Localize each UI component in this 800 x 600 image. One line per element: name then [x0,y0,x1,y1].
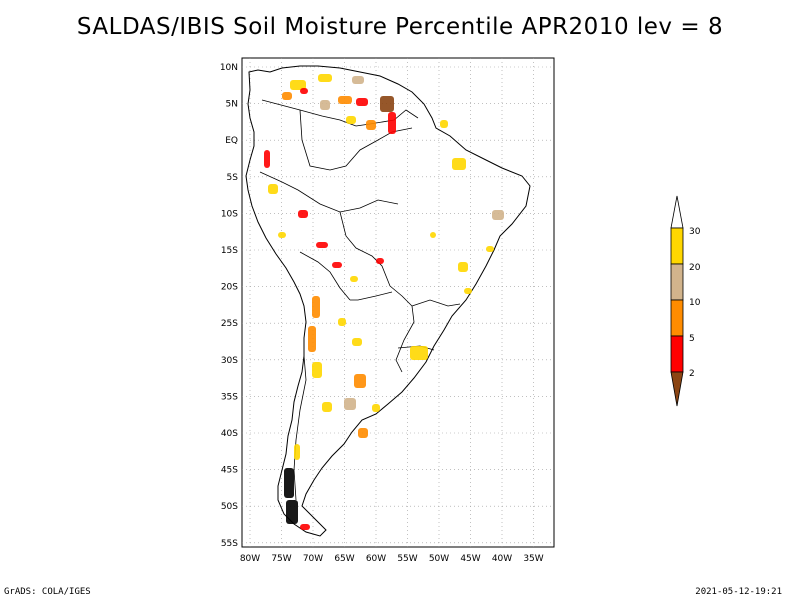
lat-tick-label: EQ [225,136,238,146]
lon-tick-label: 65W [334,554,354,564]
color-bar-segment-5-10 [670,299,684,337]
color-bar-segment-10-20 [670,263,684,301]
soil-moisture-patch [354,374,366,388]
lat-tick-label: 10S [221,209,238,219]
soil-moisture-patch [410,346,428,360]
soil-moisture-patch [358,428,368,438]
soil-moisture-patch [282,92,292,100]
lat-tick-label: 15S [221,246,238,256]
soil-moisture-patch [372,404,380,412]
soil-moisture-patch [352,76,364,84]
latitude-ticks: 10N 5N EQ 5S 10S 15S 20S 25S 30S 35S 40S 45S 50S 55S [220,63,238,549]
lat-tick-label: 55S [221,539,238,549]
legend-label-10: 10 [689,298,701,308]
soil-moisture-patch [350,276,358,282]
lon-tick-label: 55W [397,554,417,564]
legend-label-20: 20 [689,263,701,273]
soil-moisture-patch [458,262,468,272]
lat-tick-label: 40S [221,429,238,439]
lon-tick-label: 70W [303,554,323,564]
soil-moisture-field [264,74,504,530]
color-bar-top-arrow [670,195,684,229]
soil-moisture-patch [380,96,394,112]
legend-label-2: 2 [689,369,695,379]
soil-moisture-patch [268,184,278,194]
soil-moisture-patch [294,444,300,460]
soil-moisture-patch [278,232,286,238]
soil-moisture-patch [376,258,384,264]
lat-tick-label: 50S [221,502,238,512]
lon-tick-label: 40W [492,554,512,564]
soil-moisture-patch [366,120,376,130]
soil-moisture-patch [440,120,448,128]
plot-frame [241,57,555,548]
soil-moisture-patch [300,88,308,94]
lat-tick-label: 25S [221,319,238,329]
soil-moisture-patch [312,362,322,378]
color-bar-bottom-arrow [670,371,684,407]
lat-tick-label: 30S [221,356,238,366]
soil-moisture-patch [452,158,466,170]
legend-label-5: 5 [689,334,695,344]
soil-moisture-patch [388,112,396,134]
lat-tick-label: 5N [226,100,238,110]
soil-moisture-patch [464,288,472,294]
soil-moisture-patch [322,402,332,412]
soil-moisture-patch [492,210,504,220]
legend-label-30: 30 [689,227,701,237]
lat-tick-label: 10N [220,63,238,73]
soil-moisture-patch [346,116,356,124]
soil-moisture-patch [430,232,436,238]
lat-tick-label: 45S [221,466,238,476]
soil-moisture-patch [264,150,270,168]
country-borders [259,99,461,501]
map-title: SALDAS/IBIS Soil Moisture Percentile APR… [76,14,724,40]
soil-moisture-patch [332,262,342,268]
color-bar-segment-2-5 [670,335,684,373]
soil-moisture-patch [352,338,362,346]
lat-tick-label: 5S [227,173,239,183]
lon-tick-label: 45W [460,554,480,564]
soil-moisture-patch [290,80,306,90]
soil-moisture-patch [286,500,298,524]
graticule [242,58,554,547]
soil-moisture-patch [338,318,346,326]
longitude-ticks: 80W 75W 70W 65W 60W 55W 50W 45W 40W 35W [240,554,544,564]
soil-moisture-patch [308,326,316,352]
soil-moisture-patch [320,100,330,110]
soil-moisture-patch [298,210,308,218]
lon-tick-label: 50W [429,554,449,564]
soil-moisture-patch [356,98,368,106]
soil-moisture-patch [344,398,356,410]
lon-tick-label: 60W [366,554,386,564]
footer-timestamp: 2021-05-12-19:21 [695,587,782,597]
color-bar [670,195,684,407]
color-bar-segment-20-30 [670,227,684,265]
lat-tick-label: 20S [221,283,238,293]
soil-moisture-patch [316,242,328,248]
soil-moisture-patch [486,246,494,252]
lon-tick-label: 35W [523,554,543,564]
footer-credit: GrADS: COLA/IGES [4,587,91,597]
lon-tick-label: 75W [271,554,291,564]
soil-moisture-patch [300,524,310,530]
soil-moisture-patch [284,468,294,498]
soil-moisture-patch [318,74,332,82]
soil-moisture-patch [312,296,320,318]
lat-tick-label: 35S [221,392,238,402]
lon-tick-label: 80W [240,554,260,564]
south-america-coastline [245,65,531,537]
soil-moisture-patch [338,96,352,104]
